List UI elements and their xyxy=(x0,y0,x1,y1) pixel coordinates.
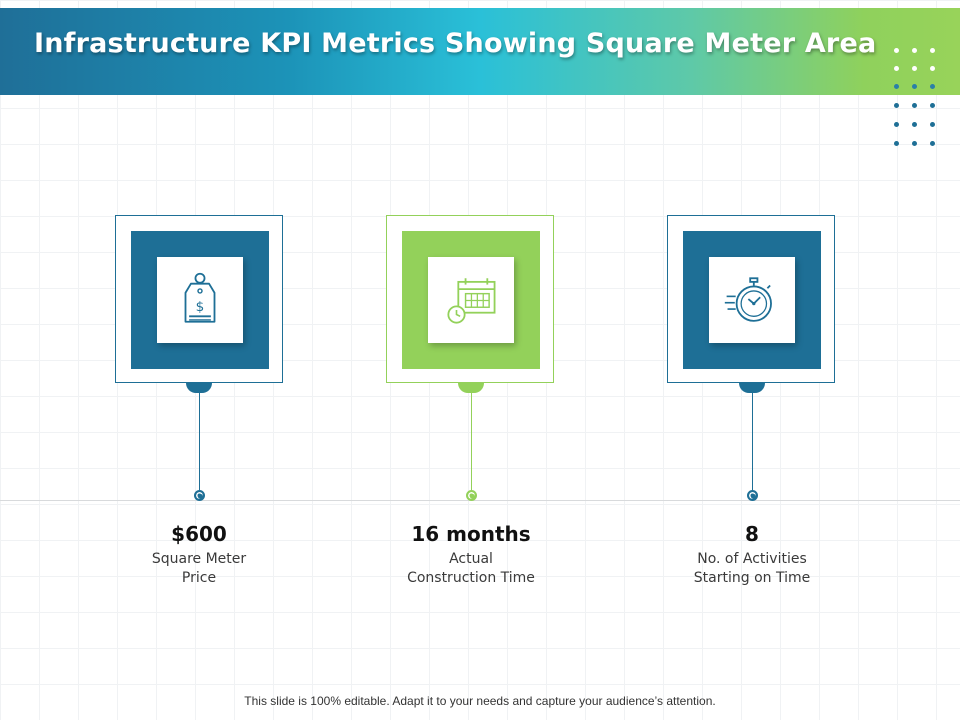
kpi-value: $600 xyxy=(171,522,227,546)
kpi-card-inner xyxy=(683,231,821,369)
kpi-icon-tile xyxy=(709,257,795,343)
page-title: Infrastructure KPI Metrics Showing Squar… xyxy=(34,28,877,59)
connector-line xyxy=(199,392,200,490)
kpi-label-line: Construction Time xyxy=(407,570,535,586)
kpi-label-line: Actual xyxy=(449,551,493,567)
kpi-text-activities: 8 No. of Activities Starting on Time xyxy=(642,520,862,588)
header-banner xyxy=(0,8,960,95)
kpi-label: No. of Activities Starting on Time xyxy=(642,550,862,588)
stopwatch-icon xyxy=(724,277,772,322)
calendar-clock-icon xyxy=(447,278,496,324)
kpi-card-construction-time xyxy=(386,215,554,383)
timeline-node xyxy=(466,490,477,501)
kpi-label: Actual Construction Time xyxy=(361,550,581,588)
kpi-label-line: Price xyxy=(181,570,217,586)
kpi-text-price: $600 Square Meter Price xyxy=(89,520,309,588)
decorative-dot-grid xyxy=(890,45,944,149)
card-connector-cap xyxy=(739,383,765,393)
kpi-text-construction-time: 16 months Actual Construction Time xyxy=(361,520,581,588)
kpi-card-inner: $ xyxy=(131,231,269,369)
kpi-icon-tile xyxy=(428,257,514,343)
kpi-label-line: Square Meter xyxy=(151,551,247,567)
connector-line xyxy=(471,392,472,490)
kpi-value: 16 months xyxy=(411,522,531,546)
kpi-icon-tile: $ xyxy=(157,257,243,343)
card-connector-cap xyxy=(458,383,484,393)
kpi-value: 8 xyxy=(745,522,759,546)
card-connector-cap xyxy=(186,383,212,393)
kpi-card-price: $ xyxy=(115,215,283,383)
svg-text:$: $ xyxy=(196,299,205,315)
footer-note: This slide is 100% editable. Adapt it to… xyxy=(244,694,716,708)
timeline-node xyxy=(747,490,758,501)
price-tag-icon: $ xyxy=(184,272,216,323)
kpi-label: Square Meter Price xyxy=(89,550,309,588)
kpi-card-activities xyxy=(667,215,835,383)
kpi-label-line: No. of Activities xyxy=(697,551,807,567)
kpi-card-inner xyxy=(402,231,540,369)
connector-line xyxy=(752,392,753,490)
timeline-node xyxy=(194,490,205,501)
timeline-line xyxy=(0,500,960,501)
kpi-label-line: Starting on Time xyxy=(693,570,811,586)
